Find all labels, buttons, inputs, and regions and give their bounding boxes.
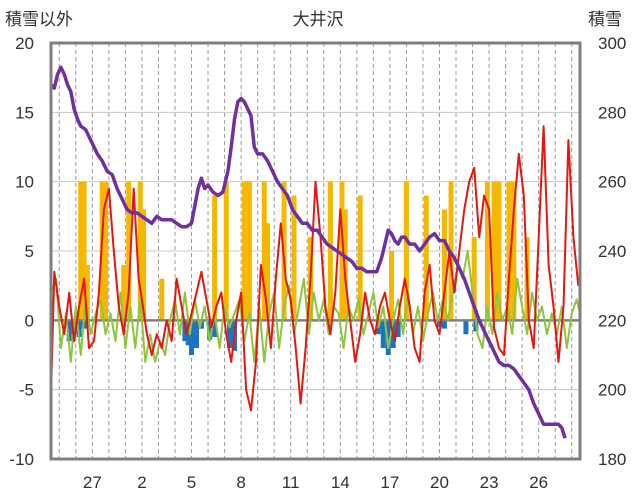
x-tick-label: 2 — [137, 473, 146, 492]
depth-change-bar — [395, 320, 401, 337]
y-right-tick-label: 300 — [598, 34, 626, 53]
snowfall-bar — [78, 181, 84, 321]
snowfall-bar — [496, 181, 502, 321]
snowfall-bar — [159, 278, 165, 321]
snowfall-bar — [241, 181, 247, 321]
chart-title: 大井沢 — [293, 10, 344, 30]
depth-change-bar — [76, 320, 82, 337]
x-tick-label: 14 — [331, 473, 350, 492]
x-tick-label: 17 — [380, 473, 399, 492]
snowfall-bar — [357, 195, 363, 321]
y-left-tick-label: 10 — [15, 173, 34, 192]
snowfall-bar — [81, 181, 87, 321]
y-left-title: 積雪以外 — [5, 10, 73, 30]
snowfall-bar — [246, 181, 252, 321]
snowfall-bar — [265, 223, 271, 321]
y-left-tick-label: 20 — [15, 34, 34, 53]
snowfall-bar — [141, 209, 147, 321]
y-right-tick-label: 260 — [598, 173, 626, 192]
y-right-tick-label: 220 — [598, 311, 626, 330]
depth-change-bar — [227, 320, 233, 349]
y-left-tick-label: -5 — [19, 381, 34, 400]
depth-change-bar — [182, 320, 188, 342]
x-tick-label: 26 — [529, 473, 548, 492]
depth-change-bar — [436, 320, 442, 328]
depth-change-bar — [193, 320, 199, 349]
snowfall-bar — [441, 209, 447, 321]
y-right-tick-label: 240 — [598, 242, 626, 261]
x-tick-label: 27 — [83, 473, 102, 492]
snowfall-bar — [491, 181, 497, 321]
x-tick-label: 5 — [187, 473, 196, 492]
snowfall-bar — [327, 181, 333, 321]
snowfall-bar — [484, 181, 490, 321]
snowfall-bar — [291, 195, 297, 321]
y-right-tick-label: 200 — [598, 381, 626, 400]
series — [49, 65, 581, 439]
depth-change-bar — [463, 320, 469, 335]
depth-change-bar — [212, 320, 218, 337]
snow-depth-line — [49, 65, 567, 439]
y-left-tick-label: 0 — [25, 311, 34, 330]
y-right-tick-label: 280 — [598, 103, 626, 122]
snowfall-bar — [423, 195, 429, 321]
depth-change-bar — [185, 320, 191, 346]
y-right-title: 積雪 — [588, 10, 622, 30]
y-left-tick-label: 5 — [25, 242, 34, 261]
snowfall-bar — [103, 181, 109, 321]
depth-change-bar — [66, 320, 72, 342]
y-left-tick-label: -10 — [9, 450, 34, 469]
snowfall-bar — [137, 181, 143, 321]
depth-change-bar — [380, 320, 386, 349]
y-left-tick-label: 15 — [15, 103, 34, 122]
y-right-tick-label: 180 — [598, 450, 626, 469]
depth-change-bar — [385, 320, 391, 355]
depth-change-bar — [441, 320, 447, 329]
snowfall-bar — [339, 181, 345, 321]
snowfall-bar — [121, 264, 127, 321]
snowfall-bar — [506, 181, 512, 321]
plot-frame — [49, 41, 582, 461]
snowfall-bar — [261, 181, 267, 321]
snowfall-bar — [471, 237, 477, 321]
snowfall-bar — [403, 181, 409, 321]
snowfall-bar — [223, 181, 229, 321]
x-tick-label: 11 — [282, 473, 300, 492]
x-tick-label: 20 — [430, 473, 449, 492]
snowfall-bar — [511, 181, 517, 321]
depth-change-bar — [207, 320, 213, 340]
snowfall-bar — [389, 251, 395, 321]
snowfall-bar — [126, 181, 132, 321]
snowfall-bar — [212, 195, 218, 321]
x-tick-label: 23 — [480, 473, 499, 492]
depth-change-bar — [189, 320, 195, 355]
axes: 20 15 10 5 0 -5 -10 300 280 260 240 220 200 180 27 2 5 8 1… — [9, 34, 626, 492]
x-tick-label: 8 — [236, 473, 245, 492]
snowfall-bar — [84, 264, 90, 321]
